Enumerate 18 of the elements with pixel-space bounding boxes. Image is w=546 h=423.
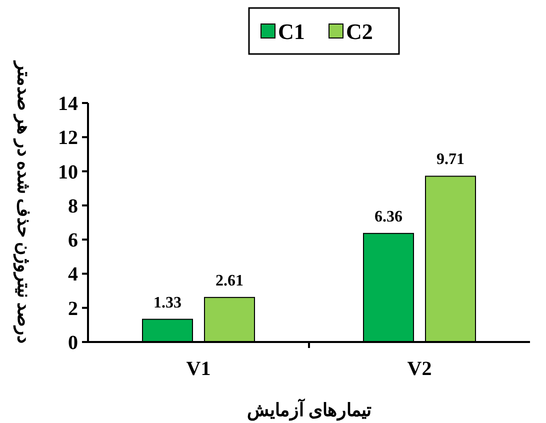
data-label: 1.33: [154, 294, 182, 312]
data-label: 6.36: [374, 208, 402, 226]
y-tick-label: 8: [68, 195, 78, 218]
data-label: 9.71: [436, 151, 464, 168]
y-tick-label: 6: [68, 230, 78, 252]
y-tick-label: 12: [58, 127, 78, 150]
y-tick-label: 0: [68, 332, 78, 354]
y-tick-label: 2: [68, 298, 78, 320]
legend-label: C2: [346, 19, 373, 44]
y-axis-title: درصد نیتروژن حذف شده در هر صدمتر: [13, 60, 34, 344]
x-tick-label: V1: [186, 358, 211, 380]
data-label: 2.61: [216, 272, 244, 290]
legend-label: C1: [278, 19, 305, 44]
y-tick-label: 10: [58, 161, 78, 184]
y-tick-label: 14: [58, 93, 78, 115]
y-tick-label: 4: [68, 264, 78, 286]
x-tick-label: V2: [407, 358, 432, 380]
x-axis-title: تیمارهای آزمایش: [246, 398, 372, 421]
